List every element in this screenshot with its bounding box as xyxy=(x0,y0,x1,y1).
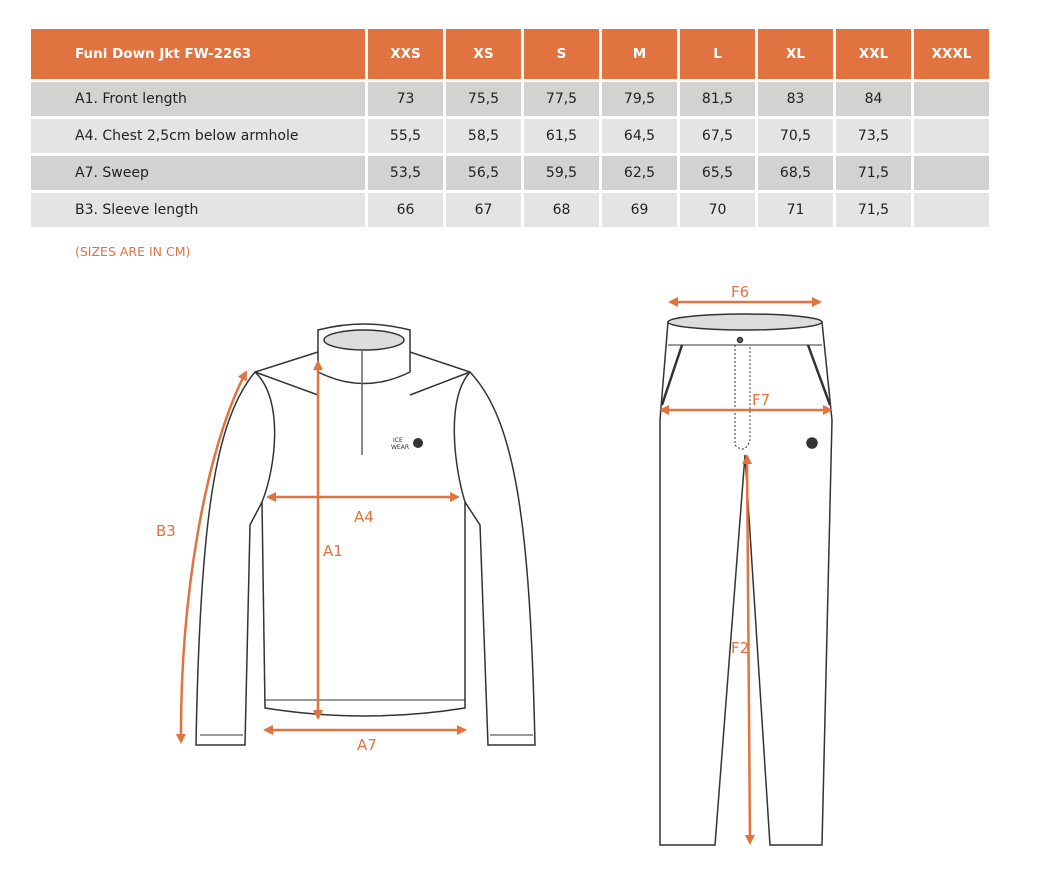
f2-arrow xyxy=(742,454,755,845)
measure-value: 73,5 xyxy=(836,119,911,153)
measure-value: 73 xyxy=(368,82,443,116)
measure-value: 71,5 xyxy=(836,156,911,190)
size-header: XXS xyxy=(368,29,443,79)
measure-value: 71 xyxy=(758,193,833,227)
measure-value: 53,5 xyxy=(368,156,443,190)
measure-value xyxy=(914,193,989,227)
measure-value: 75,5 xyxy=(446,82,521,116)
measure-value: 67,5 xyxy=(680,119,755,153)
units-note: (SIZES ARE IN CM) xyxy=(75,244,191,259)
measure-value: 67 xyxy=(446,193,521,227)
table-row: A4. Chest 2,5cm below armhole 55,5 58,5 61,… xyxy=(31,119,989,153)
measure-value: 56,5 xyxy=(446,156,521,190)
measure-label: A4. Chest 2,5cm below armhole xyxy=(31,119,365,153)
measure-value: 79,5 xyxy=(602,82,677,116)
measure-value: 68 xyxy=(524,193,599,227)
a7-label: A7 xyxy=(357,736,377,754)
measure-value: 65,5 xyxy=(680,156,755,190)
measure-value xyxy=(914,119,989,153)
size-header: L xyxy=(680,29,755,79)
size-table: Funi Down Jkt FW-2263 XXS XS S M L XL XX… xyxy=(28,26,992,230)
measure-value: 70 xyxy=(680,193,755,227)
measure-value: 61,5 xyxy=(524,119,599,153)
b3-label: B3 xyxy=(156,522,176,540)
measure-label: B3. Sleeve length xyxy=(31,193,365,227)
header-row: Funi Down Jkt FW-2263 XXS XS S M L XL XX… xyxy=(31,29,989,79)
logo: ICE WEAR xyxy=(391,437,423,451)
pants-drawing xyxy=(659,313,833,846)
logo-line2: WEAR xyxy=(391,444,409,451)
measure-value: 77,5 xyxy=(524,82,599,116)
jacket-drawing xyxy=(195,323,536,746)
measure-value xyxy=(914,82,989,116)
size-header: M xyxy=(602,29,677,79)
snowflake-icon xyxy=(806,437,818,449)
a4-label: A4 xyxy=(354,508,374,526)
measure-value: 62,5 xyxy=(602,156,677,190)
f7-label: F7 xyxy=(752,391,770,409)
measure-value: 71,5 xyxy=(836,193,911,227)
table-row: A7. Sweep 53,5 56,5 59,5 62,5 65,5 68,5 71,5 xyxy=(31,156,989,190)
measure-value: 69 xyxy=(602,193,677,227)
f6-label: F6 xyxy=(731,283,749,301)
size-header: XL xyxy=(758,29,833,79)
measure-label: A1. Front length xyxy=(31,82,365,116)
size-header: XS xyxy=(446,29,521,79)
measure-value: 84 xyxy=(836,82,911,116)
measure-value xyxy=(914,156,989,190)
measure-value: 55,5 xyxy=(368,119,443,153)
measure-value: 64,5 xyxy=(602,119,677,153)
measure-value: 83 xyxy=(758,82,833,116)
table-row: A1. Front length 73 75,5 77,5 79,5 81,5 83 84 xyxy=(31,82,989,116)
product-title: Funi Down Jkt FW-2263 xyxy=(31,29,365,79)
pants-measures xyxy=(659,297,833,845)
measure-value: 59,5 xyxy=(524,156,599,190)
size-header: S xyxy=(524,29,599,79)
measure-value: 68,5 xyxy=(758,156,833,190)
logo-line1: ICE xyxy=(393,437,403,444)
a1-label: A1 xyxy=(323,542,343,560)
size-header: XXL xyxy=(836,29,911,79)
measure-label: A7. Sweep xyxy=(31,156,365,190)
measure-value: 58,5 xyxy=(446,119,521,153)
snowflake-icon xyxy=(413,438,423,448)
table-row: B3. Sleeve length 66 67 68 69 70 71 71,5 xyxy=(31,193,989,227)
size-header: XXXL xyxy=(914,29,989,79)
f2-label: F2 xyxy=(731,639,749,657)
measure-value: 81,5 xyxy=(680,82,755,116)
measure-value: 70,5 xyxy=(758,119,833,153)
measure-value: 66 xyxy=(368,193,443,227)
b3-arrow xyxy=(175,370,248,744)
jacket-measures xyxy=(175,360,467,744)
